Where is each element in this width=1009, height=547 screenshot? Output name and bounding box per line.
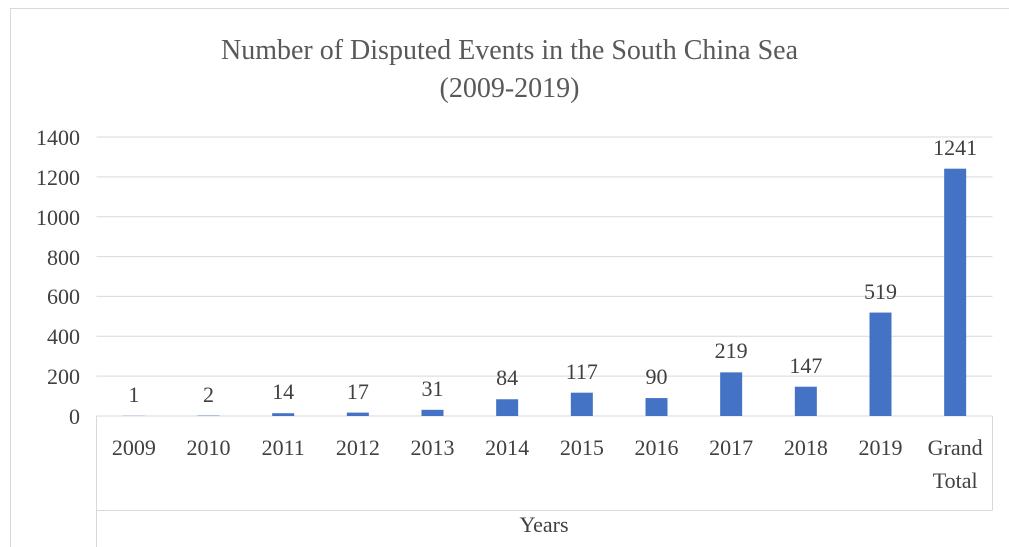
bar [496, 399, 519, 416]
data-label: 117 [565, 358, 598, 384]
x-tick-label: 2016 [634, 435, 679, 460]
x-tick-label: Grand Total [927, 435, 983, 493]
data-label: 519 [863, 278, 897, 304]
x-tick-label: 2010 [186, 435, 231, 460]
data-label: 147 [789, 352, 823, 378]
data-label: 84 [496, 365, 519, 391]
bar [346, 412, 369, 416]
data-label: 2 [202, 381, 214, 407]
data-label: 219 [714, 338, 748, 364]
y-tick-label: 400 [47, 324, 80, 350]
y-tick-label: 1400 [36, 125, 80, 150]
x-tick-label: 2019 [858, 435, 903, 460]
chart-frame [10, 8, 1009, 547]
bar [272, 413, 295, 416]
x-tick-label: 2011 [261, 435, 305, 460]
data-label: 31 [421, 375, 444, 401]
data-label: 90 [645, 364, 668, 390]
data-label: 1241 [933, 134, 978, 160]
bar [570, 392, 593, 416]
x-tick-label: 2013 [410, 435, 455, 460]
y-tick-label: 0 [69, 404, 80, 429]
x-tick-label: 2012 [335, 435, 380, 460]
bar [720, 372, 743, 416]
x-tick-label: 2018 [783, 435, 828, 460]
y-tick-label: 200 [47, 364, 80, 390]
bar [944, 168, 967, 416]
x-tick-label: 2015 [559, 435, 604, 460]
chart-subtitle: (2009-2019) [439, 73, 580, 104]
data-label: 17 [346, 378, 369, 404]
x-tick-label: 2009 [111, 435, 156, 460]
bar [645, 398, 668, 416]
bar [794, 386, 817, 416]
y-tick-label: 1000 [36, 204, 80, 230]
y-tick-label: 1200 [36, 164, 80, 190]
x-axis-label: Years [519, 512, 569, 537]
x-tick-label: 2014 [485, 435, 530, 460]
y-tick-label: 600 [47, 284, 80, 310]
chart-title-block: Number of Disputed Events in the South C… [10, 32, 1009, 108]
bar [869, 312, 892, 416]
data-label: 14 [272, 379, 295, 405]
data-label: 1 [128, 381, 140, 407]
bar [421, 409, 444, 416]
x-tick-label: 2017 [709, 435, 754, 460]
chart-title: Number of Disputed Events in the South C… [220, 35, 799, 66]
y-tick-label: 800 [47, 244, 80, 270]
